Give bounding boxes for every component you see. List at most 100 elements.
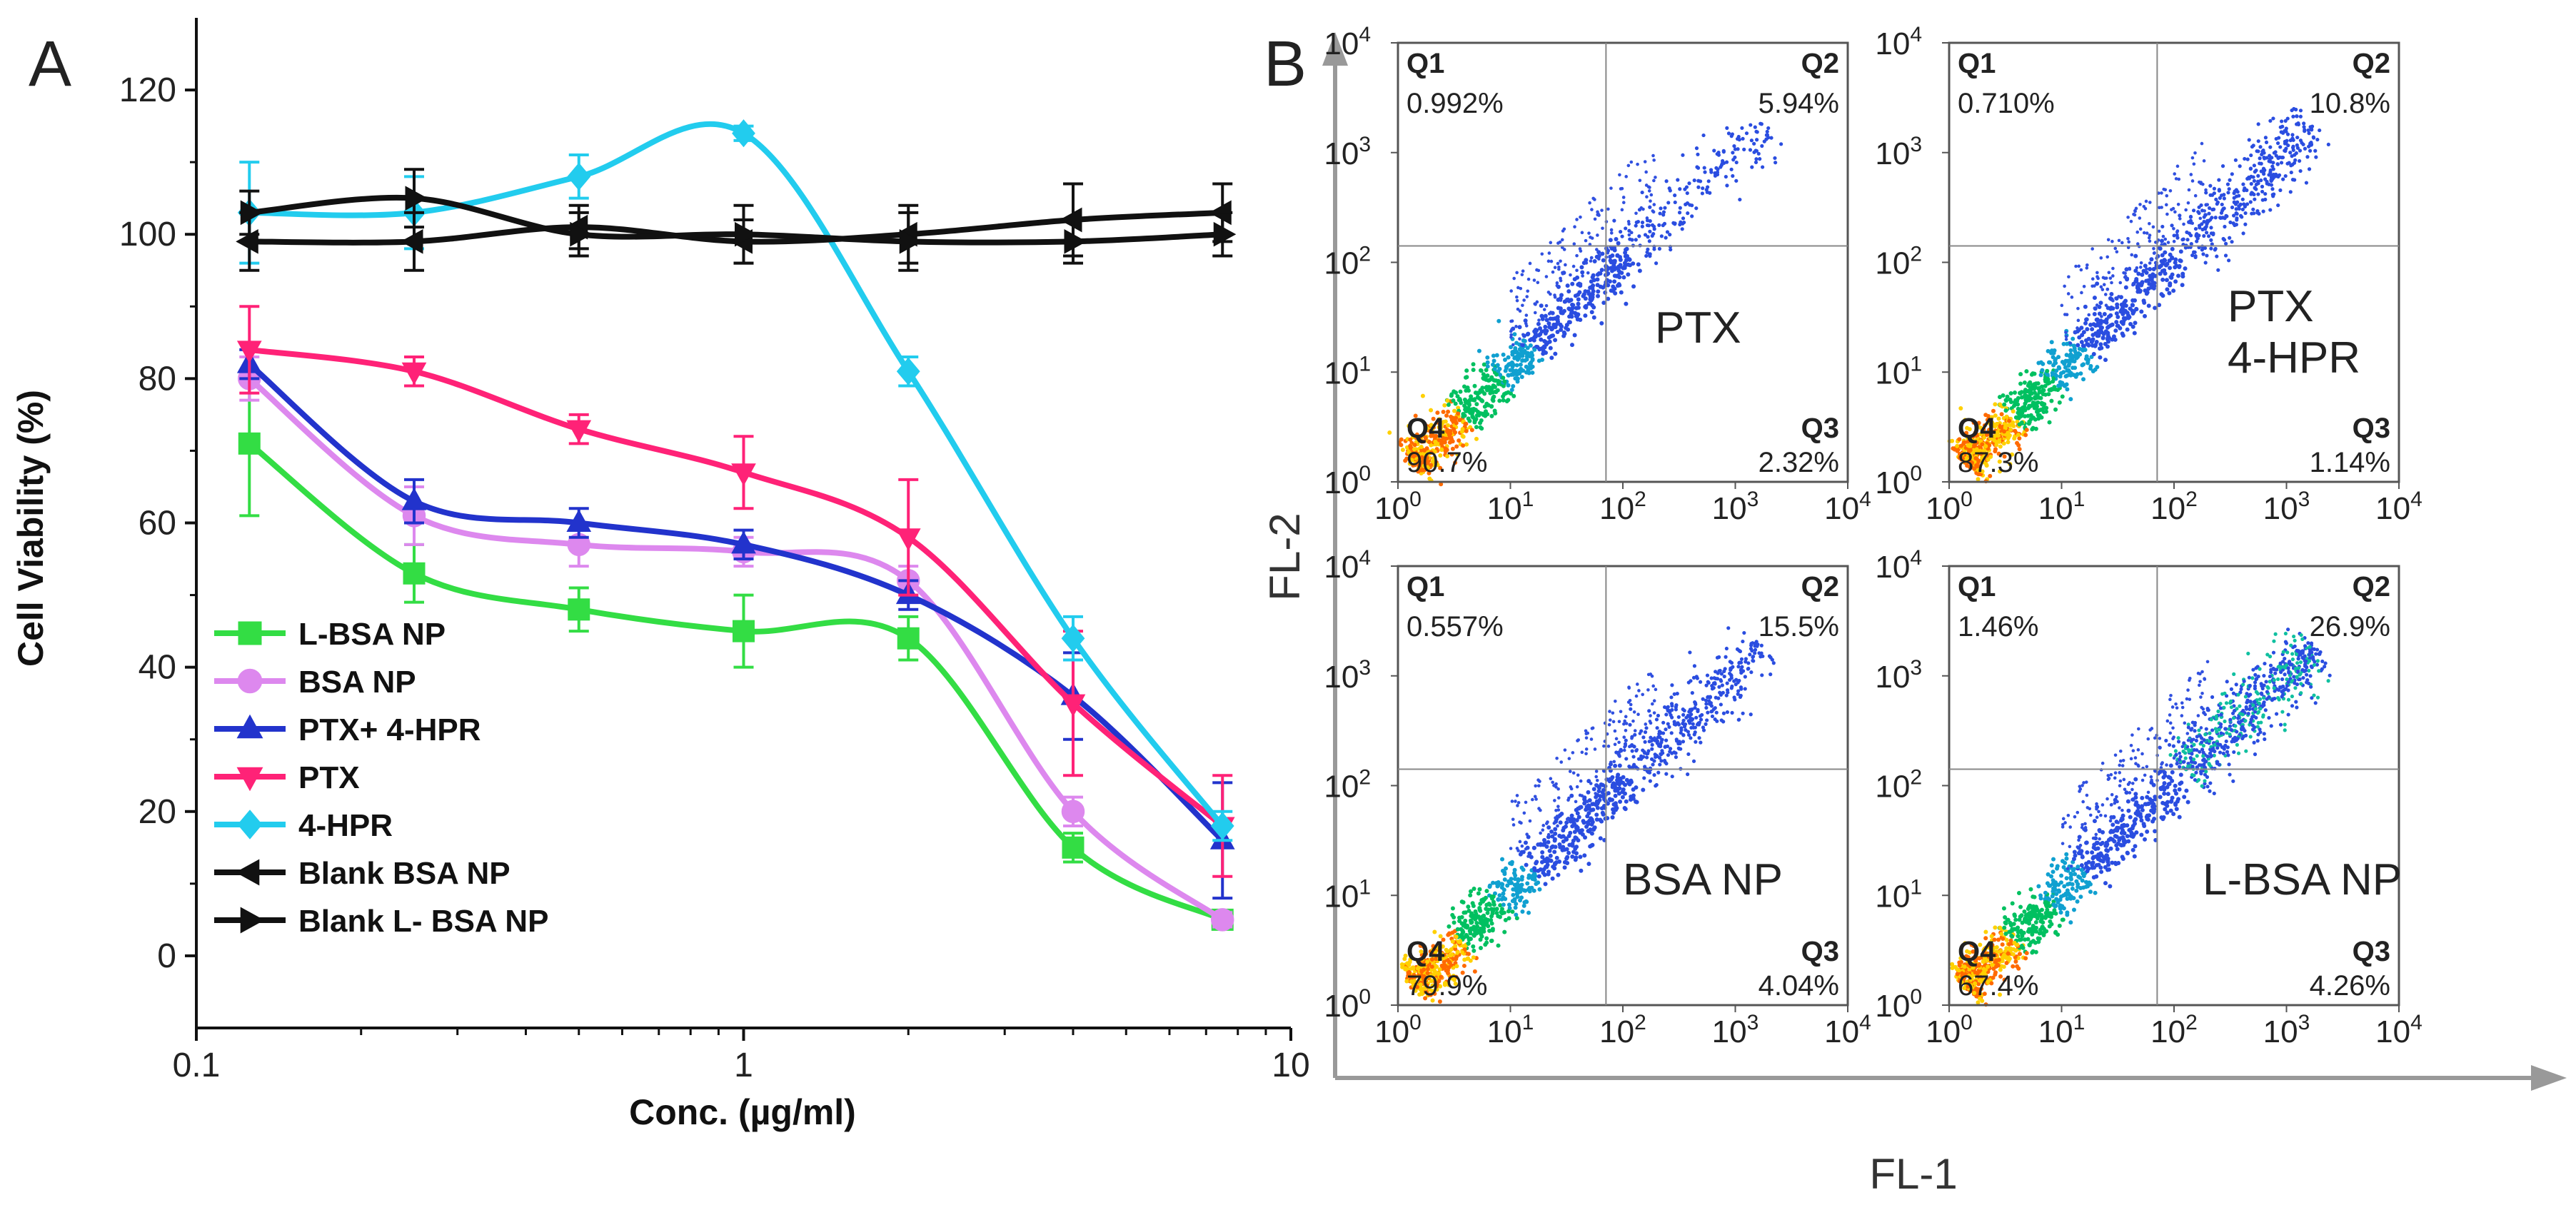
event-dot [2210, 193, 2215, 197]
legend-label: L-BSA NP [298, 617, 446, 652]
event-dot [2144, 199, 2148, 203]
event-dot [2313, 148, 2318, 153]
event-dot [1643, 730, 1648, 735]
event-dot [1661, 731, 1666, 735]
event-dot [1719, 679, 1724, 683]
event-dot [1592, 259, 1597, 264]
event-dot [1770, 657, 1774, 662]
legend-label: Blank BSA NP [298, 856, 510, 891]
event-dot [2143, 837, 2148, 842]
event-dot [1468, 928, 1473, 933]
event-dot [1547, 251, 1551, 255]
event-dot [1714, 710, 1719, 715]
event-dot [2204, 188, 2208, 192]
event-dot [2262, 151, 2266, 155]
event-dot [1471, 948, 1476, 953]
event-dot [1561, 333, 1566, 338]
event-dot [2288, 190, 2293, 194]
event-dot [2003, 408, 2008, 413]
y-tick-label: 101 [1875, 352, 1922, 390]
event-dot [2065, 387, 2070, 392]
event-dot [1612, 286, 1617, 291]
event-dot [1712, 148, 1716, 153]
event-dot [1575, 785, 1579, 789]
event-dot [1749, 712, 1753, 717]
event-dot [1444, 429, 1449, 434]
event-dot [2090, 339, 2095, 344]
event-dot [2245, 157, 2250, 161]
q1-label: Q1 [1407, 48, 1444, 79]
event-dot [2222, 238, 2227, 242]
event-dot [1458, 389, 1463, 394]
event-dot [2176, 273, 2181, 278]
event-dot [1528, 343, 1533, 348]
event-dot [1522, 298, 1526, 302]
event-dot [1414, 432, 1419, 437]
event-dot [1590, 727, 1594, 730]
event-dot [1606, 745, 1611, 748]
event-dot [1589, 782, 1593, 785]
event-dot [1437, 438, 1442, 443]
event-dot [1399, 437, 1404, 442]
event-dot [1750, 165, 1754, 169]
event-dot [1598, 794, 1603, 799]
x-axis-label: Conc. (µg/ml) [629, 1092, 856, 1132]
event-dot [1403, 458, 1408, 463]
event-dot [2233, 158, 2238, 162]
event-dot [2081, 343, 2086, 348]
event-dot [2091, 277, 2095, 281]
event-dot [1504, 398, 1509, 403]
event-dot [1509, 847, 1513, 850]
event-dot [1656, 742, 1661, 747]
event-dot [1613, 742, 1617, 747]
event-dot [1713, 706, 1717, 710]
event-dot [1595, 277, 1600, 282]
event-dot [1661, 720, 1666, 725]
event-dot [1524, 847, 1528, 851]
event-dot [1627, 228, 1631, 233]
x-tick-label: 10 [1272, 1047, 1309, 1084]
event-dot [1517, 371, 1522, 376]
event-dot [1616, 772, 1621, 777]
event-dot [1445, 398, 1450, 403]
event-dot [1601, 812, 1606, 817]
q3-label: Q3 [2353, 413, 2390, 444]
event-dot [1536, 268, 1541, 273]
event-dot [1654, 261, 1659, 266]
event-dot [1512, 356, 1517, 361]
event-dot [2105, 344, 2110, 349]
x-tick-label: 103 [1712, 1011, 1759, 1049]
event-dot [1471, 924, 1476, 929]
event-dot [2068, 341, 2073, 345]
event-dot [1651, 684, 1655, 688]
event-dot [1564, 856, 1569, 861]
event-dot [1518, 337, 1521, 341]
event-dot [2243, 156, 2247, 161]
event-dot [1548, 853, 1553, 858]
event-dot [1637, 234, 1641, 238]
event-dot [1399, 443, 1404, 448]
data-point [895, 528, 921, 551]
event-dot [1502, 357, 1507, 362]
event-dot [2247, 138, 2251, 142]
event-dot [1572, 333, 1577, 338]
event-dot [1478, 908, 1483, 913]
event-dot [1680, 227, 1684, 231]
event-dot [1655, 726, 1659, 730]
event-dot [1429, 408, 1434, 413]
event-dot [2068, 920, 2073, 925]
event-dot [1674, 703, 1679, 707]
event-dot [2133, 298, 2138, 303]
event-dot [1597, 797, 1602, 802]
event-dot [2066, 363, 2071, 368]
event-dot [1430, 459, 1435, 464]
event-dot [1559, 760, 1564, 764]
event-dot [1533, 311, 1537, 315]
event-dot [1729, 167, 1734, 171]
event-dot [2208, 218, 2213, 222]
event-dot [2251, 175, 2255, 179]
event-dot [2235, 218, 2239, 222]
event-dot [1502, 379, 1507, 384]
event-dot [1517, 368, 1522, 373]
event-dot [1617, 763, 1622, 768]
